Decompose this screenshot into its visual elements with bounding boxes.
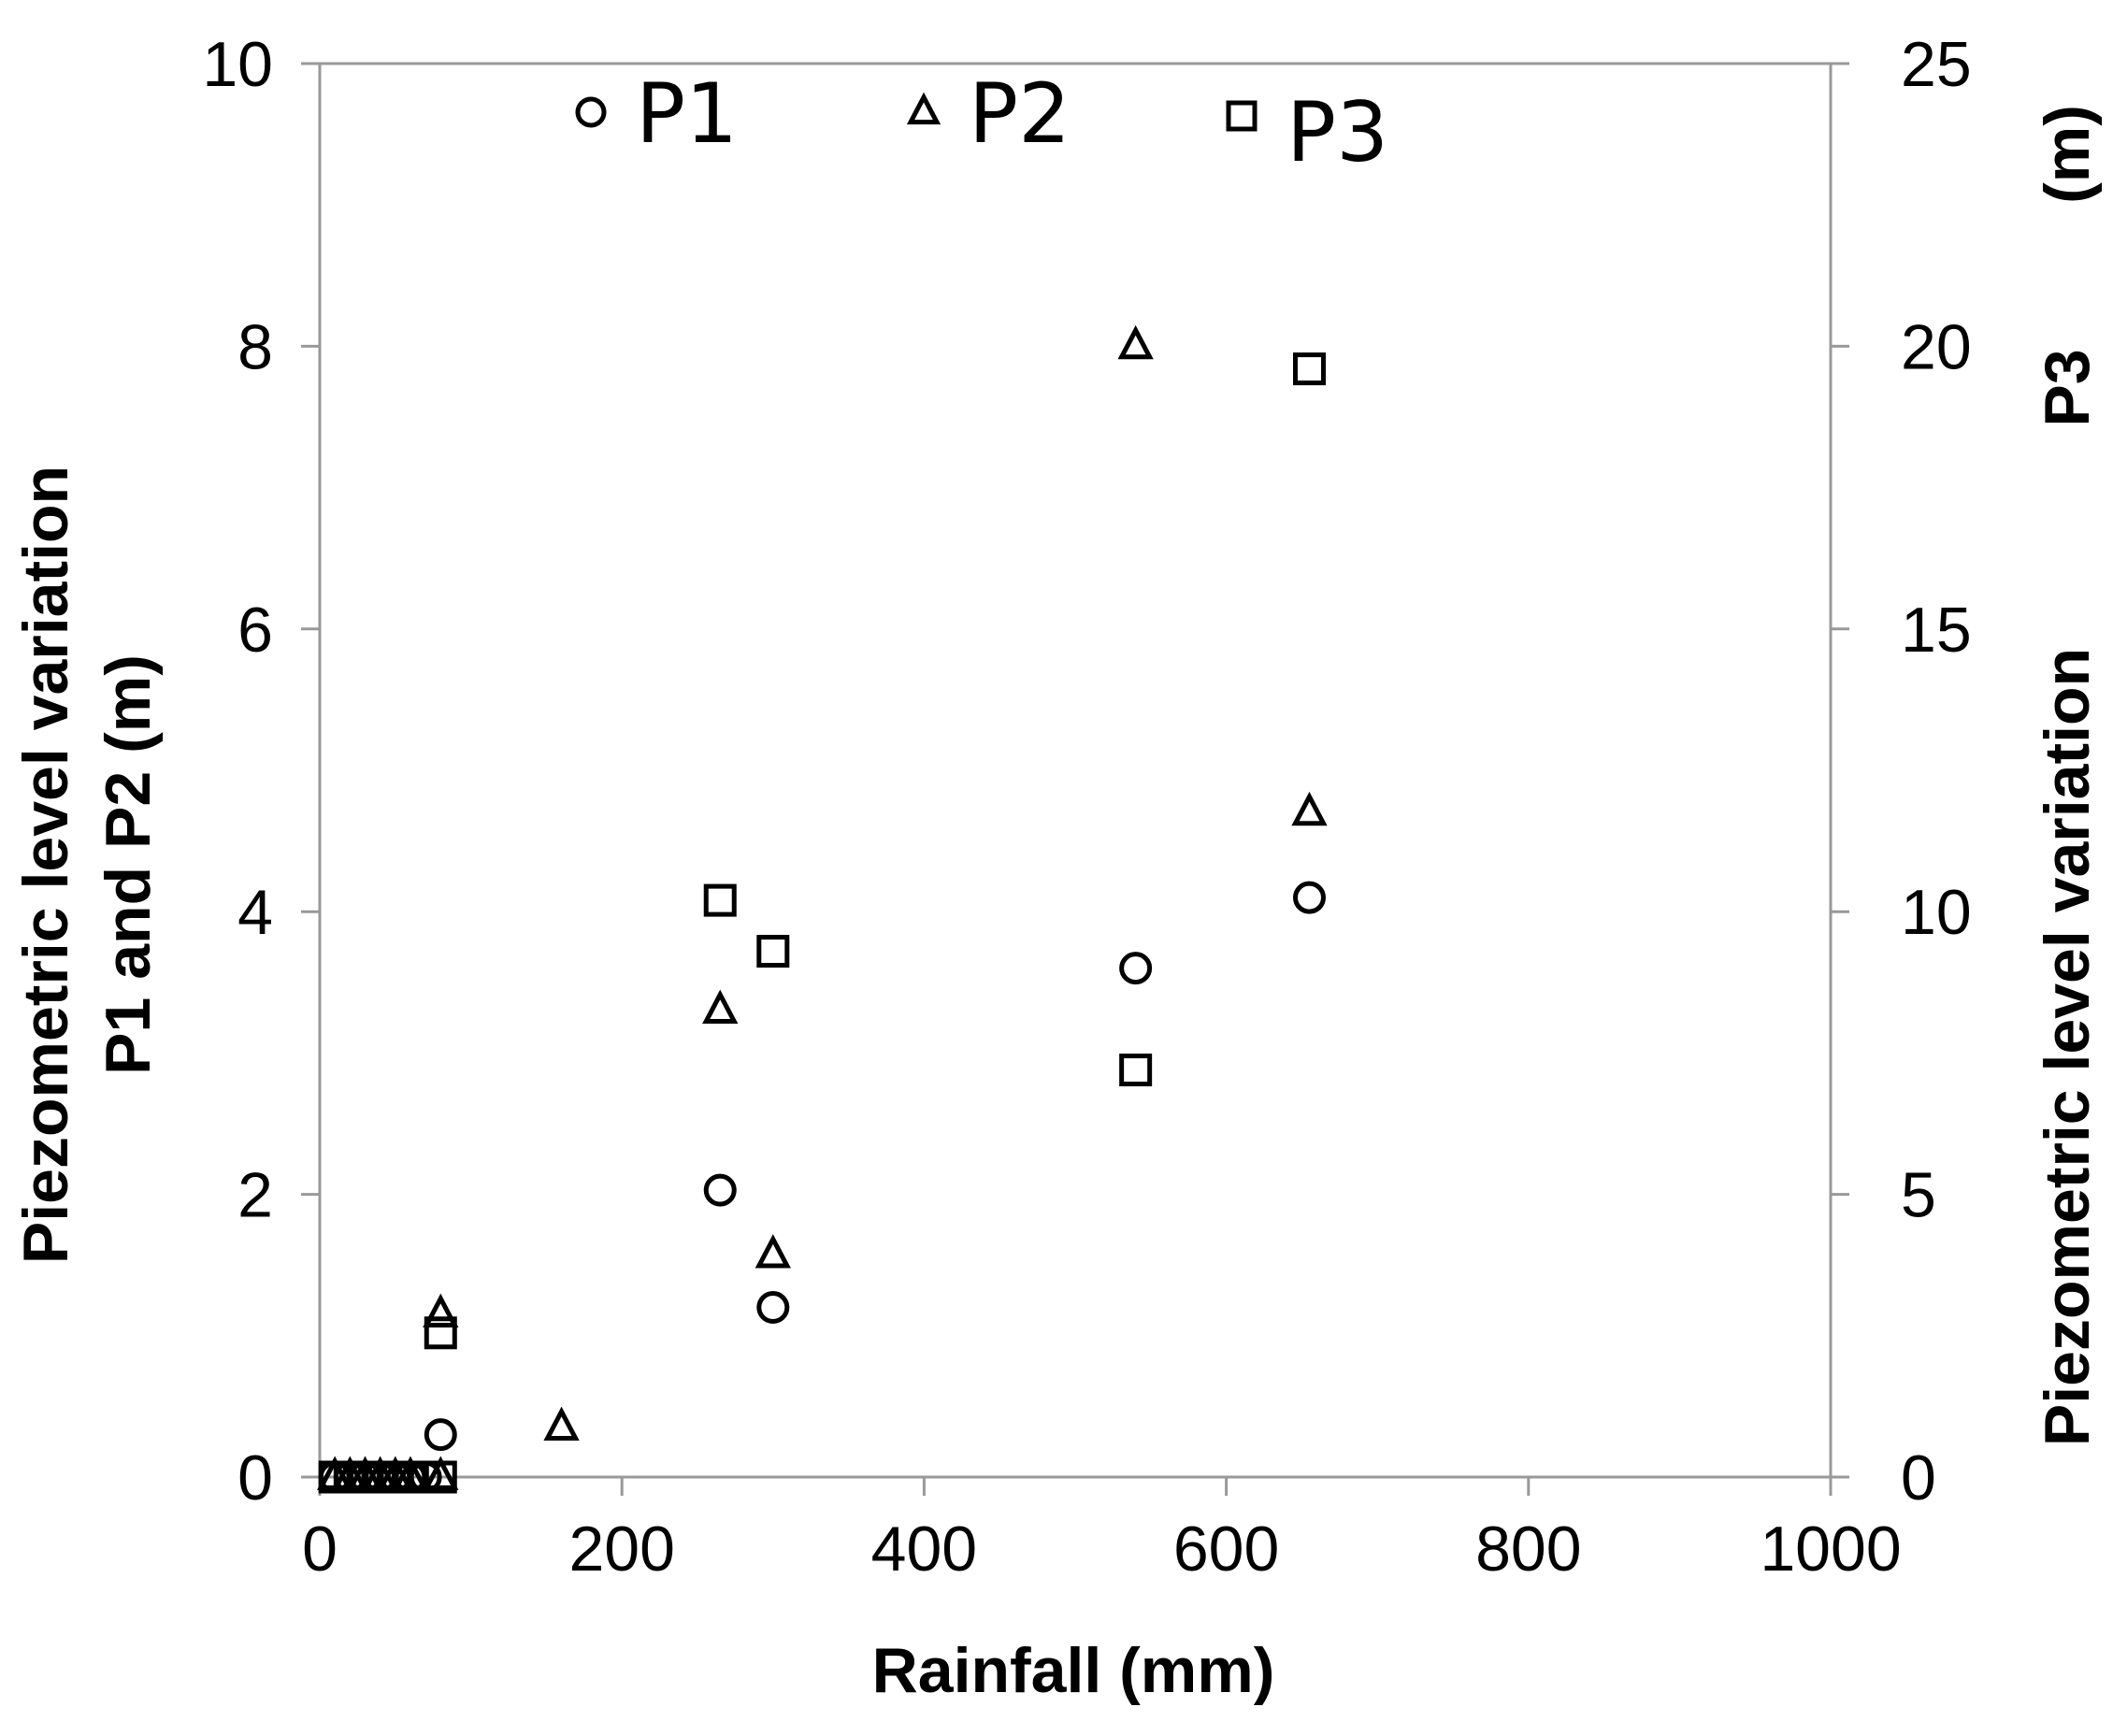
legend: P1 P2 P3 [575,65,1388,180]
y-left-ticks: 0 2 4 6 8 10 [202,29,320,1514]
point-p1 [756,1291,790,1325]
point-p3 [424,1316,457,1350]
y-left-tick-label: 4 [237,877,273,948]
right-y-axis-title-series: P3 [2032,349,2103,426]
point-p1 [1119,952,1153,985]
x-ticks: 0 200 400 600 800 1000 [302,1477,1902,1585]
right-y-axis-title-main: Piezometric level variation [2032,648,2103,1446]
left-y-axis-title-line-1: Piezometric level variation [10,466,81,1264]
x-tick-label: 0 [302,1514,338,1585]
y-right-ticks: 0 5 10 15 20 25 [1831,29,1972,1514]
point-p1 [1292,881,1326,914]
point-p1 [424,1418,457,1452]
y-right-tick-label: 0 [1901,1442,1936,1514]
legend-marker-p3 [1226,100,1258,132]
y-right-tick-label: 5 [1901,1160,1936,1231]
x-tick-label: 1000 [1760,1514,1901,1585]
y-left-tick-label: 10 [202,29,273,100]
point-p2 [543,1406,580,1441]
point-p3 [424,1460,457,1494]
y-left-tick-label: 8 [237,311,273,382]
data-points [317,324,1328,1494]
right-y-axis-title: Piezometric level variation P3 (m) [2032,105,2103,1446]
point-p3 [1119,1054,1153,1087]
legend-label-p2: P2 [969,65,1071,162]
y-right-tick-label: 20 [1901,311,1972,382]
legend-label-p3: P3 [1286,84,1388,180]
x-tick-label: 200 [568,1514,674,1585]
series-p1 [318,881,1326,1494]
x-tick-label: 600 [1173,1514,1279,1585]
plot-frame [318,62,1833,1479]
x-axis-title: Rainfall (mm) [872,1635,1275,1706]
series-p2 [317,324,1328,1490]
y-right-tick-label: 25 [1901,29,1972,100]
series-p3 [318,352,1326,1494]
x-tick-label: 800 [1475,1514,1581,1585]
point-p3 [756,935,790,968]
point-p1 [703,1173,737,1207]
y-left-tick-label: 2 [237,1160,273,1231]
point-p3 [1292,352,1326,386]
legend-label-p1: P1 [636,65,738,162]
point-p2 [423,1293,459,1328]
right-y-axis-title-unit: (m) [2032,105,2103,204]
left-y-axis-title-line-2: P1 and P2 (m) [93,654,164,1075]
point-p2 [1291,791,1328,826]
y-left-tick-label: 6 [237,595,273,666]
point-p3 [703,883,737,917]
point-p2 [755,1234,791,1269]
y-right-tick-label: 10 [1901,877,1972,948]
left-y-axis-title: Piezometric level variation P1 and P2 (m… [10,466,164,1264]
y-right-tick-label: 15 [1901,595,1972,666]
legend-marker-p2 [906,92,942,125]
point-p2 [423,1456,459,1490]
x-tick-label: 400 [871,1514,977,1585]
y-left-tick-label: 0 [237,1442,273,1514]
legend-marker-p1 [575,96,607,128]
point-p2 [702,989,739,1024]
point-p2 [1117,324,1154,360]
